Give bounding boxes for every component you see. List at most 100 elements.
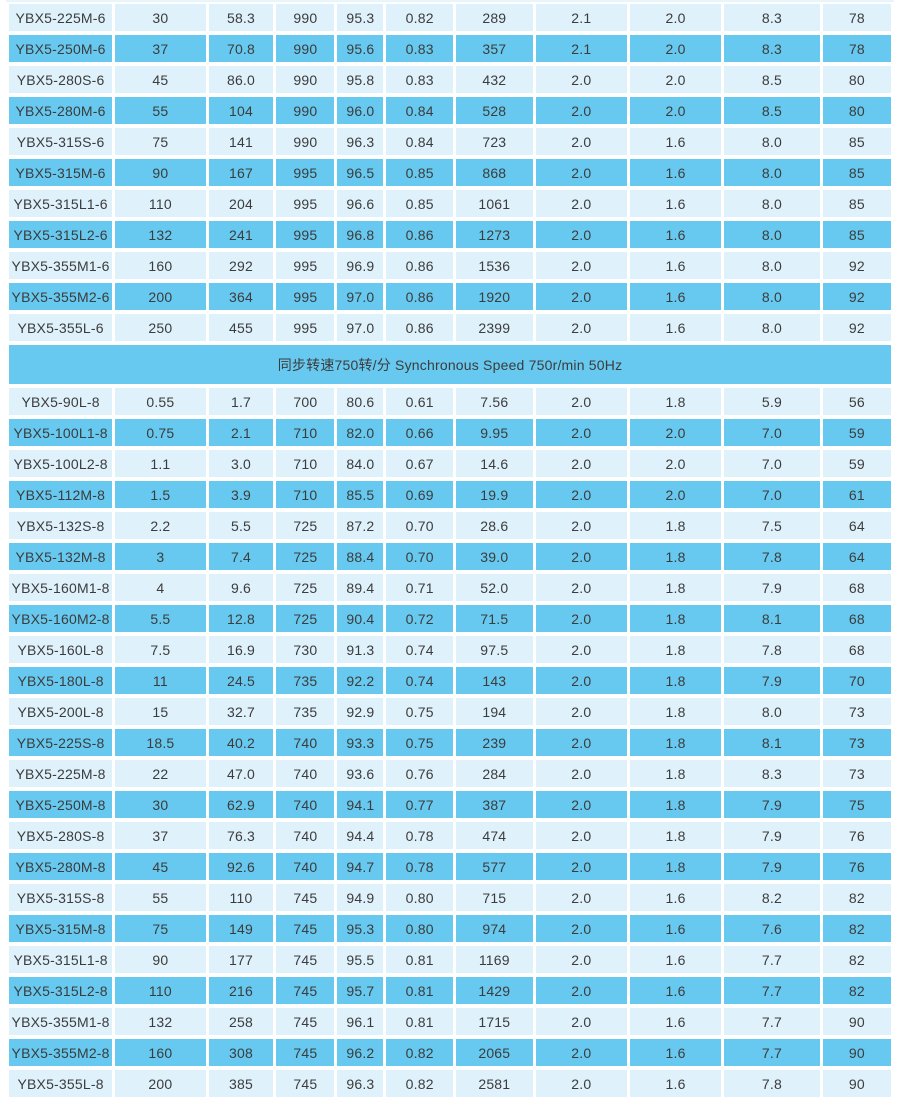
value-cell: 3	[115, 543, 206, 570]
value-cell: 85	[822, 190, 891, 217]
value-cell: 0.66	[386, 419, 453, 446]
value-cell: 0.75	[386, 698, 453, 725]
value-cell: 289	[455, 4, 533, 31]
value-cell: 91.3	[337, 636, 384, 663]
value-cell: 2.0	[535, 915, 627, 942]
value-cell: 2.0	[535, 1070, 627, 1097]
value-cell: 2.0	[535, 221, 627, 248]
value-cell: 92.2	[337, 667, 384, 694]
value-cell: 2.0	[629, 450, 722, 477]
value-cell: 284	[455, 760, 533, 787]
value-cell: 96.0	[337, 97, 384, 124]
table-row: YBX5-315M-6 90 167 995 96.5 0.85 868 2.0 1.6 8.0 8…	[9, 159, 891, 186]
model-cell: YBX5-315S-6	[9, 128, 113, 155]
value-cell: 990	[276, 97, 335, 124]
value-cell: 59	[822, 419, 891, 446]
value-cell: 94.1	[337, 791, 384, 818]
table-row: YBX5-315S-8 55 110 745 94.9 0.80 715 2.0 1.6 8.2 8…	[9, 884, 891, 911]
value-cell: 0.74	[386, 636, 453, 663]
value-cell: 132	[115, 221, 206, 248]
value-cell: 5.5	[208, 512, 274, 539]
value-cell: 2.0	[535, 1039, 627, 1066]
value-cell: 75	[115, 915, 206, 942]
value-cell: 2.0	[535, 853, 627, 880]
value-cell: 47.0	[208, 760, 274, 787]
value-cell: 745	[276, 1008, 335, 1035]
value-cell: 93.3	[337, 729, 384, 756]
model-cell: YBX5-90L-8	[9, 388, 113, 415]
table-row: YBX5-315S-6 75 141 990 96.3 0.84 723 2.0 1.6 8.0 8…	[9, 128, 891, 155]
model-cell: YBX5-100L2-8	[9, 450, 113, 477]
model-cell: YBX5-315S-8	[9, 884, 113, 911]
value-cell: 7.7	[724, 1008, 820, 1035]
value-cell: 0.71	[386, 574, 453, 601]
value-cell: 7.0	[724, 481, 820, 508]
value-cell: 45	[115, 853, 206, 880]
value-cell: 357	[455, 35, 533, 62]
value-cell: 82	[822, 915, 891, 942]
value-cell: 75	[115, 128, 206, 155]
value-cell: 2.0	[535, 481, 627, 508]
value-cell: 30	[115, 4, 206, 31]
value-cell: 95.3	[337, 4, 384, 31]
model-cell: YBX5-180L-8	[9, 667, 113, 694]
value-cell: 110	[115, 190, 206, 217]
value-cell: 239	[455, 729, 533, 756]
value-cell: 1169	[455, 946, 533, 973]
model-cell: YBX5-315M-6	[9, 159, 113, 186]
value-cell: 2581	[455, 1070, 533, 1097]
value-cell: 1.6	[629, 1070, 722, 1097]
value-cell: 28.6	[455, 512, 533, 539]
value-cell: 710	[276, 481, 335, 508]
value-cell: 96.5	[337, 159, 384, 186]
value-cell: 725	[276, 574, 335, 601]
value-cell: 2399	[455, 314, 533, 341]
value-cell: 0.76	[386, 760, 453, 787]
value-cell: 82	[822, 946, 891, 973]
value-cell: 2.0	[535, 128, 627, 155]
value-cell: 59	[822, 450, 891, 477]
value-cell: 0.86	[386, 283, 453, 310]
value-cell: 1.6	[629, 1039, 722, 1066]
table-row: YBX5-132M-8 3 7.4 725 88.4 0.70 39.0 2.0 1.8 7.8 6…	[9, 543, 891, 570]
value-cell: 8.0	[724, 283, 820, 310]
value-cell: 58.3	[208, 4, 274, 31]
table-row: YBX5-315L2-6 132 241 995 96.8 0.86 1273 2.0 1.6 8…	[9, 221, 891, 248]
value-cell: 2.0	[535, 729, 627, 756]
value-cell: 2.1	[535, 4, 627, 31]
value-cell: 94.4	[337, 822, 384, 849]
table-row: YBX5-225M-8 22 47.0 740 93.6 0.76 284 2.0 1.8 8.3…	[9, 760, 891, 787]
value-cell: 78	[822, 4, 891, 31]
motor-spec-table: YBX5-225M-6 30 58.3 990 95.3 0.82 289 2.1 2.0 8.3…	[6, 0, 894, 1101]
value-cell: 90	[115, 159, 206, 186]
value-cell: 90.4	[337, 605, 384, 632]
value-cell: 97.0	[337, 314, 384, 341]
value-cell: 55	[115, 884, 206, 911]
value-cell: 0.81	[386, 977, 453, 1004]
value-cell: 45	[115, 66, 206, 93]
table-row: YBX5-225S-8 18.5 40.2 740 93.3 0.75 239 2.0 1.8 8…	[9, 729, 891, 756]
value-cell: 94.7	[337, 853, 384, 880]
value-cell: 1536	[455, 252, 533, 279]
value-cell: 95.3	[337, 915, 384, 942]
value-cell: 2.0	[535, 190, 627, 217]
value-cell: 745	[276, 977, 335, 1004]
value-cell: 96.1	[337, 1008, 384, 1035]
value-cell: 1.8	[629, 729, 722, 756]
value-cell: 194	[455, 698, 533, 725]
value-cell: 7.0	[724, 450, 820, 477]
value-cell: 2.0	[535, 977, 627, 1004]
value-cell: 93.6	[337, 760, 384, 787]
model-cell: YBX5-200L-8	[9, 698, 113, 725]
value-cell: 90	[822, 1008, 891, 1035]
value-cell: 0.81	[386, 946, 453, 973]
table-row: YBX5-315L2-8 110 216 745 95.7 0.81 1429 2.0 1.6 7…	[9, 977, 891, 1004]
value-cell: 990	[276, 66, 335, 93]
value-cell: 1.8	[629, 543, 722, 570]
value-cell: 1.8	[629, 574, 722, 601]
value-cell: 0.86	[386, 252, 453, 279]
value-cell: 92	[822, 283, 891, 310]
value-cell: 740	[276, 853, 335, 880]
value-cell: 1920	[455, 283, 533, 310]
value-cell: 740	[276, 791, 335, 818]
